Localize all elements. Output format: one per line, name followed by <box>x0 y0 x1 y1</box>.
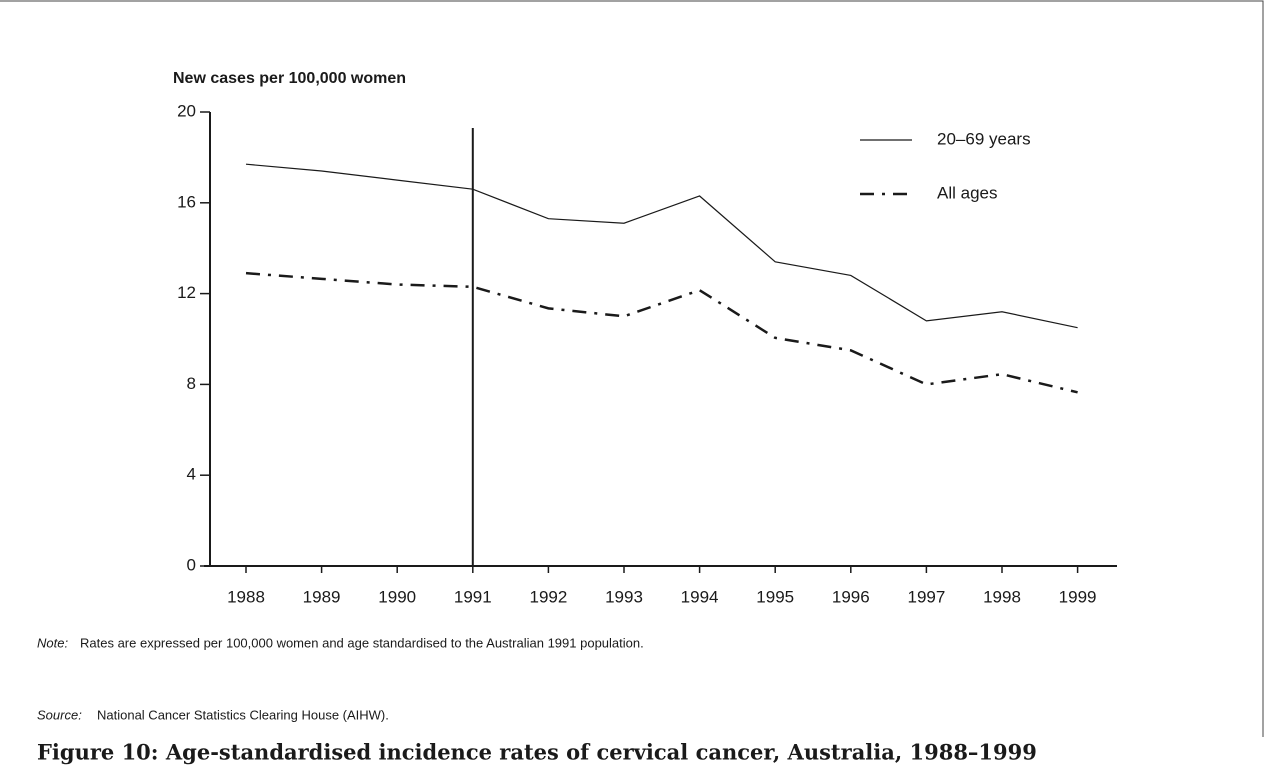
series-line <box>245 271 1078 394</box>
x-tick-label: 1997 <box>907 587 945 606</box>
x-tick-label: 1992 <box>529 587 567 606</box>
y-tick-label: 4 <box>187 465 196 484</box>
x-tick-label: 1989 <box>303 587 341 606</box>
y-tick-label: 8 <box>187 374 196 393</box>
y-axis-label: New cases per 100,000 women <box>173 70 406 87</box>
legend-label: 20–69 years <box>937 129 1031 148</box>
note-label: Note: <box>37 635 68 650</box>
y-tick-label: 16 <box>177 192 196 211</box>
source-label: Source: <box>37 707 82 722</box>
x-tick-label: 1999 <box>1059 587 1097 606</box>
x-tick-label: 1993 <box>605 587 643 606</box>
x-tick-label: 1988 <box>227 587 265 606</box>
series-line <box>245 163 1078 329</box>
frame <box>0 0 1264 737</box>
y-tick-label: 12 <box>177 283 196 302</box>
figure-caption: Figure 10: Age-standardised incidence ra… <box>37 740 1037 765</box>
x-tick-label: 1994 <box>681 587 719 606</box>
y-tick-label: 0 <box>187 555 196 574</box>
source: National Cancer Statistics Clearing Hous… <box>97 707 389 722</box>
x-tick-label: 1996 <box>832 587 870 606</box>
x-tick-label: 1998 <box>983 587 1021 606</box>
x-tick-label: 1995 <box>756 587 794 606</box>
legend-label: All ages <box>937 183 997 202</box>
x-tick-label: 1990 <box>378 587 416 606</box>
x-tick-label: 1991 <box>454 587 492 606</box>
note: Rates are expressed per 100,000 women an… <box>80 635 644 650</box>
y-tick-label: 20 <box>177 101 196 120</box>
